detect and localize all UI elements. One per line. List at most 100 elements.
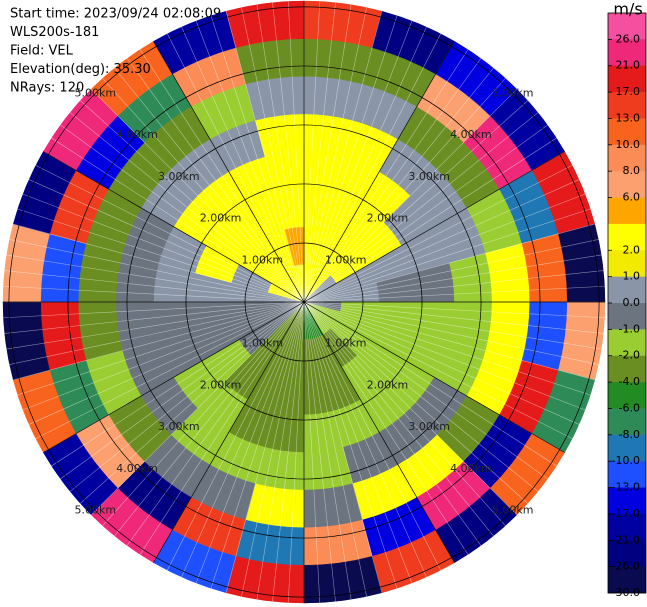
range-ring-label: 2.00km: [200, 212, 242, 225]
ray-gap: [80, 301, 305, 504]
ray-gap: [102, 301, 305, 526]
colorbar-segment: [608, 223, 646, 251]
range-ring-label: 1.00km: [241, 253, 283, 266]
ray-gap: [303, 2, 336, 303]
ray-gap: [35, 301, 305, 439]
colorbar-tick-label: -10.0: [612, 454, 640, 467]
ray-gap: [303, 4, 352, 303]
colorbar-tick-label: 1.0: [623, 270, 641, 283]
ray-gap: [4, 301, 305, 334]
ray-gap: [303, 67, 494, 303]
ray-gap: [60, 301, 305, 480]
colorbar-segment: [608, 566, 646, 594]
spoke: [303, 301, 565, 453]
spoke: [43, 301, 305, 453]
colorbar-tick-label: -17.0: [612, 507, 640, 520]
ray-gap: [4, 270, 305, 303]
colorbar-tick-label: 6.0: [623, 191, 641, 204]
colorbar-segment: [608, 408, 646, 436]
ray-gap: [303, 301, 573, 439]
colorbar-segment: [608, 329, 646, 357]
colorbar-tick-label: 26.0: [616, 32, 641, 45]
ray-gap: [303, 301, 586, 411]
ray-gap: [303, 208, 591, 303]
range-ring-label: 5.00km: [492, 86, 534, 99]
ray-gap: [181, 26, 305, 303]
ray-gap: [303, 301, 557, 467]
range-ring-label: 2.00km: [367, 212, 409, 225]
ray-gap: [303, 239, 599, 303]
range-ring-label: 4.00km: [116, 128, 158, 141]
colorbar-segment: [608, 355, 646, 383]
colorbar-tick-label: 8.0: [623, 164, 641, 177]
range-ring: [8, 6, 600, 598]
ray-gap: [114, 67, 305, 303]
ray-gap: [303, 11, 383, 303]
ray-gap: [126, 58, 305, 303]
range-ring-label: 4.00km: [450, 128, 492, 141]
ray-gap: [303, 301, 599, 365]
range-ring-label: 3.00km: [158, 420, 200, 433]
ray-gap: [28, 301, 305, 425]
ray-gap: [303, 301, 604, 334]
velocity-cell: [77, 243, 123, 303]
ray-gap: [303, 15, 398, 303]
ray-gap: [303, 78, 506, 303]
ray-gap: [303, 301, 539, 492]
colorbar-tick-label: 17.0: [616, 85, 641, 98]
ray-gap: [22, 301, 305, 411]
ray-gap: [303, 301, 580, 425]
range-ring-label: 4.00km: [450, 462, 492, 475]
ray-gap: [303, 7, 367, 303]
ray-gap: [303, 301, 383, 593]
colorbar-segment: [608, 250, 646, 277]
spoke: [153, 301, 305, 563]
colorbar-segment: [608, 303, 646, 330]
ray-gap: [35, 165, 305, 303]
colorbar-segment: [608, 487, 646, 515]
ray-gap: [303, 1, 321, 303]
ray-gap: [303, 301, 595, 381]
ray-gap: [303, 301, 367, 597]
range-ring-label: 5.00km: [75, 86, 117, 99]
colorbar-tick-label: 2.0: [623, 243, 641, 256]
ppi-field: [2, 0, 606, 604]
colorbar-segment: [608, 382, 646, 409]
colorbar-segment: [608, 144, 646, 172]
ray-gap: [241, 7, 305, 303]
range-ring-label: 1.00km: [325, 337, 367, 350]
header-line: Start time: 2023/09/24 02:08:09: [10, 7, 221, 22]
ray-gap: [181, 301, 305, 578]
ray-gap: [51, 301, 305, 467]
ray-gap: [303, 33, 441, 303]
ray-gap: [287, 301, 305, 603]
colorbar-tick-label: -8.0: [619, 428, 640, 441]
colorbar-segment: [608, 276, 646, 304]
ray-gap: [303, 301, 413, 584]
ray-gap: [195, 301, 305, 584]
colorbar-tick-label: -21.0: [612, 533, 640, 546]
ray-gap: [303, 179, 580, 303]
range-ring-label: 5.00km: [492, 504, 534, 517]
ray-gap: [3, 301, 305, 319]
ppi-grid: [3, 1, 605, 603]
ray-gap: [102, 78, 305, 303]
ray-gap: [303, 301, 605, 319]
ray-gap: [303, 301, 602, 350]
velocity-cell: [303, 483, 363, 529]
ray-gap: [114, 301, 305, 537]
ray-gap: [303, 254, 602, 303]
ray-gap: [303, 301, 427, 578]
colorbar-tick-label: 10.0: [616, 138, 641, 151]
colorbar-segment: [608, 540, 646, 567]
ray-gap: [303, 301, 441, 571]
range-ring-label: 1.00km: [325, 253, 367, 266]
ray-gap: [80, 100, 305, 303]
ray-gap: [9, 239, 305, 303]
ray-gap: [303, 301, 591, 396]
colorbar-tick-label: 13.0: [616, 111, 641, 124]
spoke: [303, 301, 455, 563]
ray-gap: [303, 20, 413, 303]
colorbar-tick-label: -4.0: [619, 375, 640, 388]
ray-gap: [126, 301, 305, 546]
